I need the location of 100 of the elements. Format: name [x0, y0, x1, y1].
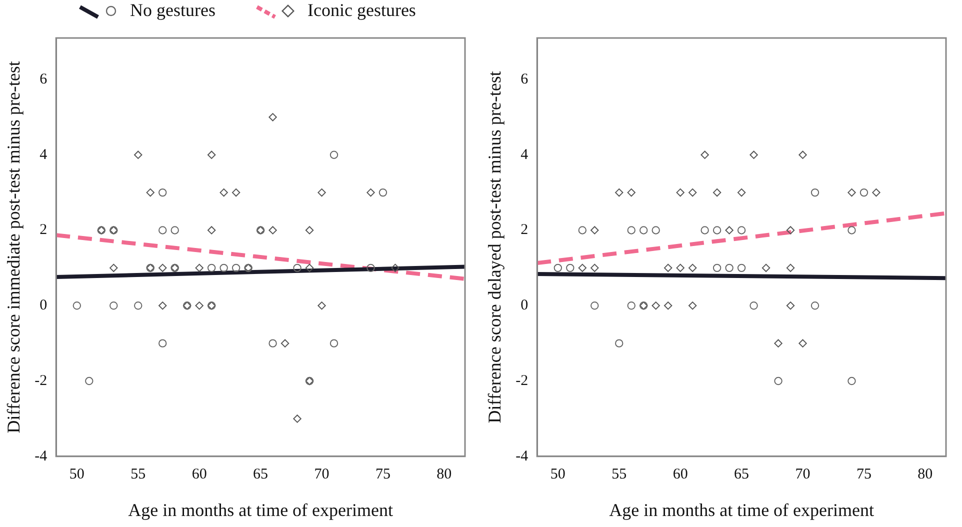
point — [762, 264, 770, 272]
point — [750, 302, 758, 310]
point — [318, 188, 326, 197]
y-tick-label: 6 — [40, 71, 48, 88]
point — [207, 150, 216, 159]
x-tick-label: 70 — [314, 466, 330, 482]
point — [688, 264, 697, 272]
x-axis-title: Age in months at time of experiment — [128, 500, 394, 520]
y-tick-label: 0 — [40, 298, 48, 314]
point — [627, 226, 636, 234]
point — [652, 302, 660, 310]
point — [700, 226, 709, 234]
point — [860, 188, 868, 197]
legend-label: No gestures — [130, 0, 216, 21]
point — [627, 188, 636, 197]
point — [750, 150, 758, 159]
x-tick-label: 50 — [69, 466, 84, 482]
y-tick-label: 2 — [520, 222, 528, 238]
x-tick-label: 65 — [253, 466, 268, 482]
point — [134, 302, 142, 310]
point — [774, 339, 782, 348]
point — [366, 188, 375, 197]
point — [318, 302, 326, 310]
point — [786, 264, 795, 272]
point — [700, 150, 709, 159]
y-tick-label: 4 — [520, 146, 529, 163]
point — [110, 264, 118, 272]
point — [280, 339, 290, 348]
point — [848, 376, 856, 386]
point — [872, 188, 880, 197]
point — [578, 264, 586, 272]
point — [652, 226, 660, 234]
point — [798, 150, 807, 159]
x-tick-label: 75 — [856, 466, 872, 482]
point — [664, 302, 672, 310]
y-tick-label: 4 — [40, 146, 48, 163]
y-tick-label: -2 — [34, 372, 48, 389]
point — [268, 226, 277, 234]
point — [774, 376, 782, 386]
point — [85, 376, 94, 386]
point — [158, 339, 167, 348]
x-tick-label: 55 — [612, 466, 627, 482]
point — [232, 188, 240, 197]
point — [640, 226, 648, 234]
x-tick-label: 80 — [436, 466, 452, 482]
point — [566, 264, 574, 272]
point — [688, 188, 697, 197]
point — [786, 302, 795, 310]
point — [615, 339, 624, 348]
point — [590, 302, 599, 310]
point — [207, 226, 216, 234]
point — [366, 264, 375, 272]
y-axis-title: Difference score immediate post-test minus pre-test — [4, 61, 24, 434]
point — [195, 302, 204, 310]
y-axis-title: Difference score delayed post-test minus pre-test — [484, 71, 505, 424]
point — [737, 226, 746, 234]
x-tick-label: 75 — [375, 466, 390, 482]
point — [786, 226, 795, 234]
point — [712, 188, 722, 197]
x-tick-label: 50 — [550, 466, 566, 482]
point — [712, 226, 722, 234]
point — [72, 302, 82, 310]
point — [810, 302, 820, 310]
point — [134, 150, 142, 159]
point — [712, 264, 722, 272]
y-tick-label: -4 — [516, 448, 529, 464]
y-tick-label: 6 — [520, 71, 529, 88]
y-tick-label: -2 — [516, 372, 528, 389]
point — [725, 226, 734, 234]
point — [848, 188, 856, 197]
point — [391, 264, 400, 272]
point — [688, 302, 697, 310]
x-tick-label: 80 — [918, 466, 933, 482]
y-tick-label: -4 — [34, 448, 48, 464]
point — [305, 226, 314, 234]
point — [627, 302, 636, 310]
point — [330, 339, 338, 348]
point — [725, 264, 734, 272]
point — [676, 264, 684, 272]
point — [146, 188, 154, 197]
point — [615, 188, 624, 197]
point — [220, 188, 228, 197]
point — [158, 226, 167, 234]
legend-label: Iconic gestures — [307, 0, 416, 21]
point — [293, 264, 302, 272]
point — [158, 302, 167, 310]
y-tick-label: 0 — [520, 298, 528, 314]
point — [810, 188, 820, 197]
x-tick-label: 60 — [192, 466, 207, 482]
point — [158, 264, 167, 272]
x-axis-title: Age in months at time of experiment — [609, 500, 874, 520]
point — [268, 339, 277, 348]
point — [110, 302, 118, 310]
point — [737, 188, 746, 197]
point — [158, 188, 167, 197]
point — [195, 264, 204, 272]
point — [207, 264, 216, 272]
point — [378, 188, 388, 197]
point — [664, 264, 672, 272]
point — [848, 226, 856, 234]
